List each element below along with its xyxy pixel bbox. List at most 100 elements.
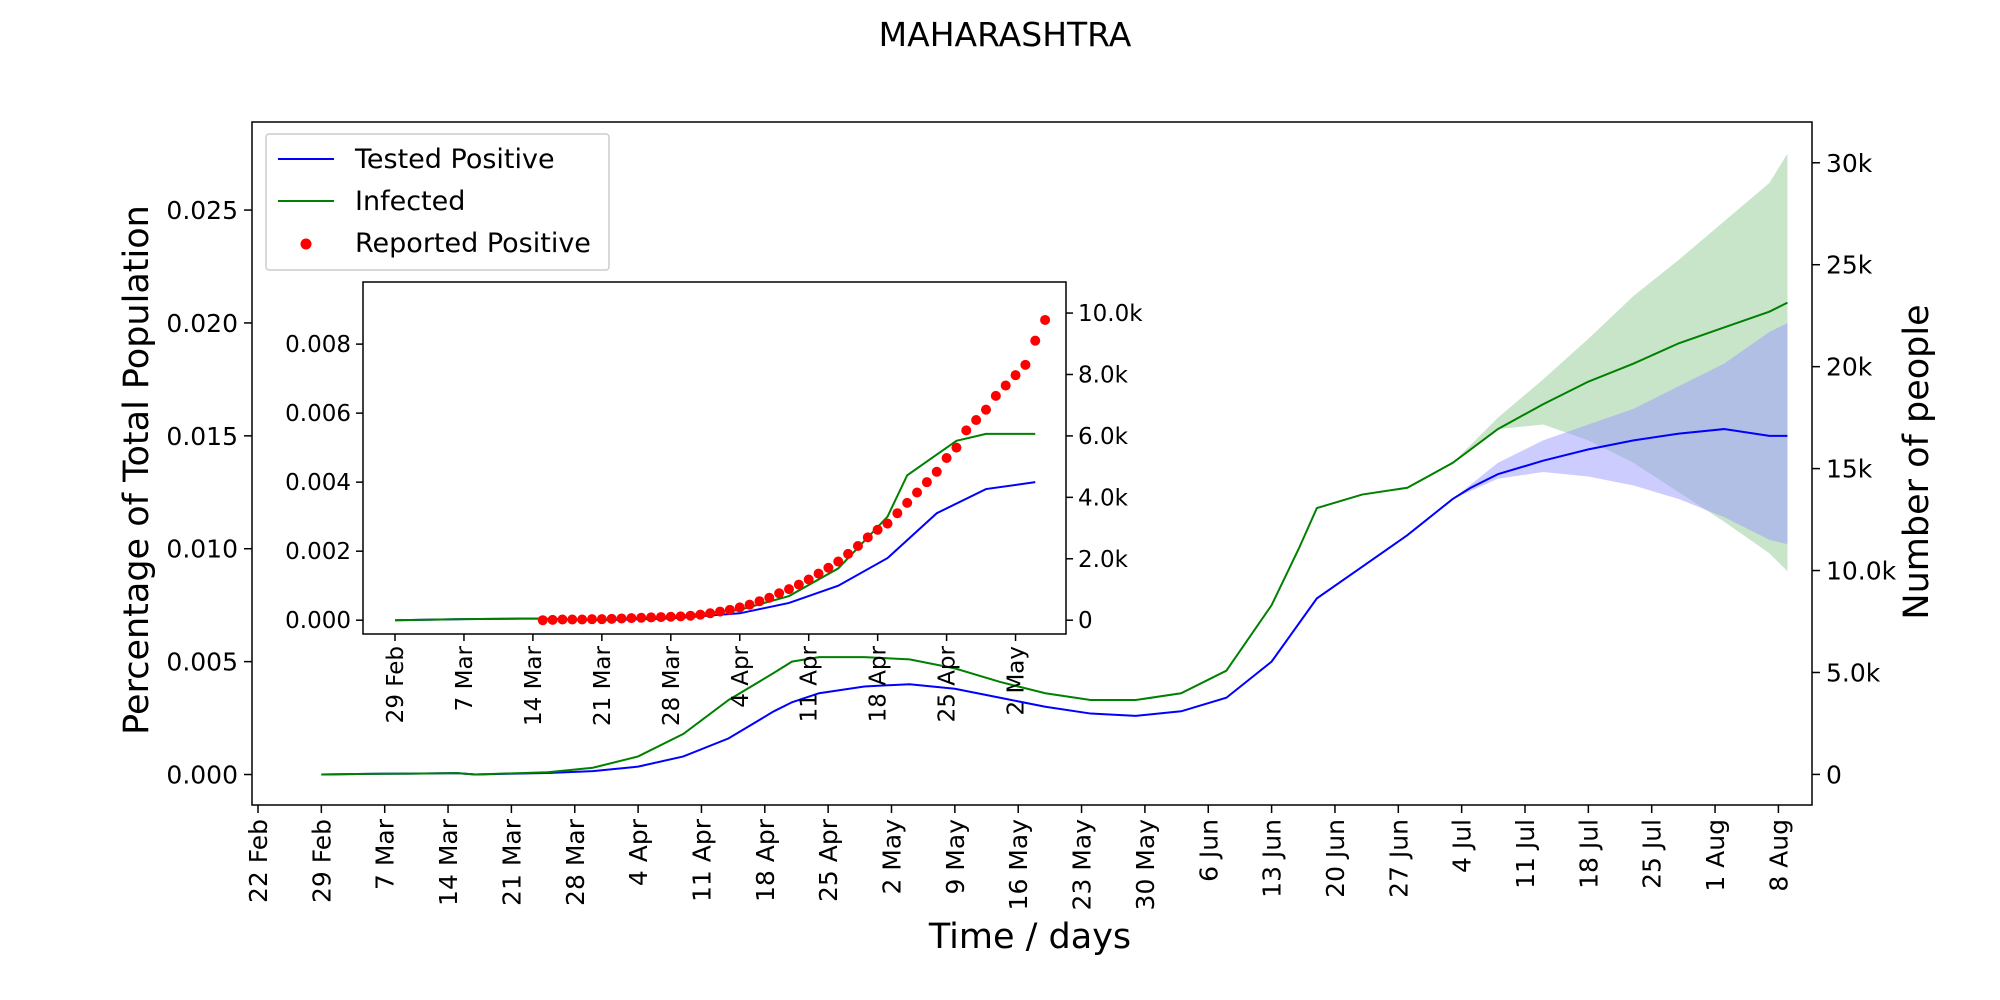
- inset-reported-point: [1010, 370, 1021, 381]
- legend-infected-label: Infected: [355, 186, 465, 217]
- inset-reported-point: [882, 518, 893, 529]
- inset-reported-point: [596, 614, 607, 625]
- inset-reported-point: [715, 606, 726, 617]
- x-axis-label: Time / days: [928, 917, 1131, 957]
- inset-reported-point: [892, 508, 903, 519]
- legend: Tested Positive Infected Reported Positi…: [265, 133, 610, 271]
- inset-plot: 29 Feb 7 Mar 14 Mar 21 Mar 28 Mar 4 Apr 11 Apr…: [285, 281, 1143, 726]
- inset-reported-point: [793, 579, 804, 590]
- inset-y-tick-label: 0.008: [285, 332, 351, 358]
- inset-reported-point: [754, 596, 765, 607]
- y-tick-label: 0.005: [166, 648, 238, 677]
- inset-reported-point: [764, 592, 775, 603]
- inset-y2-tick-label: 4.0k: [1078, 485, 1129, 511]
- inset-x-tick-label: 2 May: [1004, 646, 1030, 716]
- inset-reported-point: [833, 556, 844, 567]
- inset-reported-point: [616, 613, 627, 624]
- y2-tick-label: 20k: [1826, 353, 1873, 382]
- inset-plot-frame: [362, 281, 1067, 635]
- y-tick-label: 0.010: [166, 535, 238, 564]
- inset-x-tick-label: 18 Apr: [866, 645, 892, 722]
- inset-reported-point: [705, 608, 716, 619]
- inset-reported-point: [774, 588, 785, 599]
- inset-y2-tick-label: 6.0k: [1078, 424, 1129, 450]
- x-tick-label: 4 Apr: [624, 818, 653, 886]
- inset-reported-point: [971, 415, 982, 426]
- inset-reported-point: [803, 574, 814, 585]
- inset-reported-point: [547, 614, 558, 625]
- inset-reported-point: [724, 604, 735, 615]
- legend-reported-label: Reported Positive: [355, 228, 591, 259]
- x-tick-label: 21 Mar: [497, 818, 526, 906]
- legend-tested-label: Tested Positive: [354, 144, 555, 175]
- inset-reported-point: [626, 613, 637, 624]
- inset-reported-point: [537, 615, 548, 626]
- inset-reported-point: [951, 442, 962, 453]
- inset-reported-point: [981, 404, 991, 415]
- y-tick-label: 0.000: [166, 761, 238, 790]
- inset-reported-point: [675, 611, 686, 622]
- y2-tick-label: 0: [1826, 760, 1842, 789]
- x-tick-label: 11 Jul: [1511, 819, 1540, 889]
- x-tick-label: 2 May: [878, 819, 907, 895]
- inset-reported-point: [931, 466, 942, 477]
- legend-reported-swatch: [300, 238, 312, 250]
- inset-reported-point: [813, 568, 824, 579]
- inset-reported-point: [577, 614, 588, 625]
- x-tick-label: 6 Jun: [1194, 819, 1223, 882]
- x-tick-label: 14 Mar: [434, 818, 463, 906]
- y2-tick-label: 15k: [1826, 455, 1873, 484]
- inset-reported-point: [685, 610, 696, 621]
- inset-x-tick-label: 29 Feb: [383, 646, 409, 723]
- inset-reported-point: [636, 612, 647, 623]
- inset-reported-point: [695, 609, 706, 620]
- inset-y2-tick-label: 10.0k: [1078, 301, 1143, 327]
- legend-box: [265, 133, 610, 271]
- main-plot: 22 Feb 29 Feb 7 Mar 14 Mar 21 Mar 28 Mar 4 Apr…: [166, 121, 1897, 911]
- inset-reported-point: [646, 612, 657, 623]
- y-tick-label: 0.020: [166, 309, 238, 338]
- inset-reported-point: [784, 584, 794, 595]
- x-tick-label: 25 Apr: [814, 818, 843, 902]
- x-tick-label: 1 Aug: [1701, 819, 1730, 892]
- inset-reported-point: [823, 562, 834, 573]
- inset-reported-point: [655, 612, 666, 623]
- x-tick-label: 20 Jun: [1321, 819, 1350, 898]
- inset-reported-point: [557, 614, 568, 625]
- y2-axis-label: Number of people: [1897, 304, 1937, 619]
- inset-y-tick-label: 0.002: [285, 539, 351, 565]
- inset-reported-point: [1000, 380, 1011, 391]
- inset-reported-point: [567, 614, 578, 625]
- inset-reported-point: [843, 548, 854, 559]
- x-tick-label: 18 Apr: [751, 818, 780, 902]
- inset-x-tick-label: 4 Apr: [728, 645, 754, 707]
- x-tick-label: 7 Mar: [371, 818, 400, 890]
- inset-reported-point: [912, 487, 923, 498]
- x-tick-label: 29 Feb: [307, 819, 336, 903]
- x-tick-label: 25 Jul: [1638, 819, 1667, 889]
- inset-reported-point: [902, 497, 913, 508]
- inset-x-tick-label: 25 Apr: [935, 645, 961, 722]
- inset-reported-point: [1040, 314, 1051, 325]
- y2-tick-label: 30k: [1826, 149, 1873, 178]
- x-tick-label: 23 May: [1068, 819, 1097, 911]
- x-tick-label: 27 Jun: [1384, 819, 1413, 898]
- inset-reported-point: [941, 453, 952, 463]
- inset-reported-point: [587, 614, 597, 625]
- x-tick-label: 22 Feb: [244, 819, 273, 903]
- inset-y-tick-label: 0.006: [285, 401, 351, 427]
- x-tick-label: 30 May: [1131, 819, 1160, 911]
- x-tick-label: 18 Jul: [1574, 819, 1603, 889]
- y2-tick-label: 10.0k: [1826, 557, 1897, 586]
- y-tick-label: 0.025: [166, 196, 238, 225]
- tested-band: [1452, 322, 1788, 545]
- inset-reported-point: [606, 613, 617, 624]
- inset-x-tick-label: 21 Mar: [590, 645, 616, 726]
- inset-reported-point: [734, 602, 745, 613]
- x-tick-label: 13 Jun: [1258, 819, 1287, 898]
- inset-reported-point: [744, 599, 755, 610]
- x-tick-label: 4 Jul: [1448, 819, 1477, 873]
- inset-reported-point: [961, 425, 972, 436]
- inset-reported-point: [872, 524, 883, 535]
